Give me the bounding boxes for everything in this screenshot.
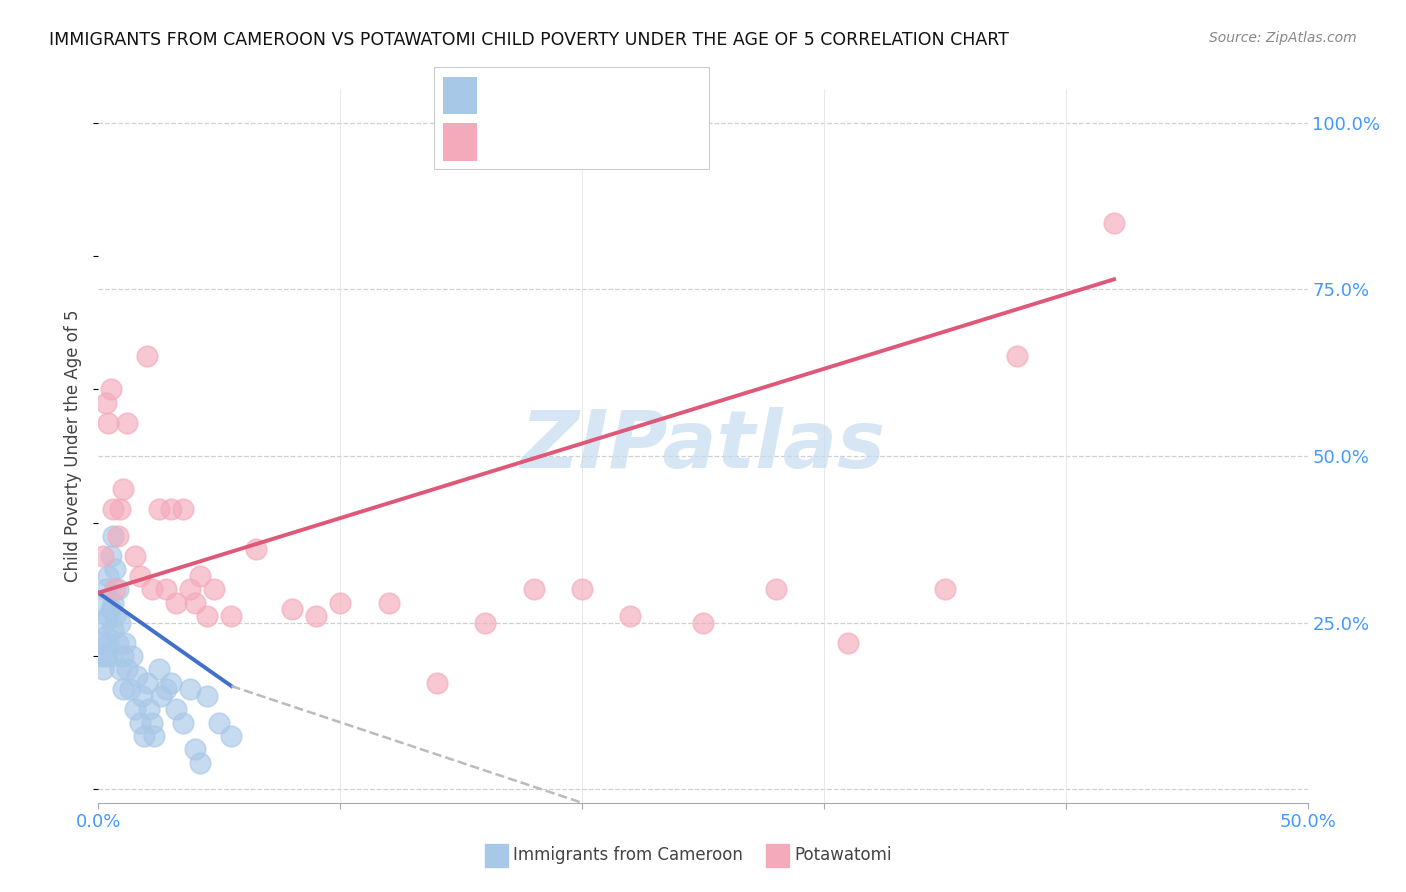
Point: [221, 609, 243, 624]
Point: [90, 636, 112, 650]
Point: [97, 569, 120, 583]
Point: [101, 596, 124, 610]
Point: [94, 649, 117, 664]
Point: [155, 682, 177, 697]
Point: [104, 562, 127, 576]
Point: [138, 702, 160, 716]
Point: [208, 715, 231, 730]
Point: [135, 675, 157, 690]
Point: [108, 615, 131, 630]
Point: [165, 702, 187, 716]
Point: [305, 609, 328, 624]
Point: [837, 636, 859, 650]
Point: [111, 483, 134, 497]
Point: [97, 636, 120, 650]
Point: [100, 649, 122, 664]
Point: [94, 395, 117, 409]
Point: [127, 669, 149, 683]
Point: [1102, 216, 1125, 230]
Point: [104, 582, 127, 597]
Point: [128, 569, 150, 583]
Point: [474, 615, 496, 630]
Point: [124, 702, 146, 716]
Point: [91, 596, 114, 610]
Point: [134, 729, 156, 743]
Point: [692, 615, 714, 630]
Point: [329, 596, 352, 610]
Point: [97, 416, 120, 430]
Point: [91, 662, 114, 676]
Text: ZIPatlas: ZIPatlas: [520, 407, 886, 485]
Point: [111, 649, 134, 664]
Point: [111, 682, 134, 697]
Point: [184, 596, 207, 610]
Point: [148, 662, 170, 676]
Point: [221, 729, 243, 743]
Point: [188, 569, 211, 583]
Point: [97, 609, 120, 624]
Point: [107, 582, 129, 597]
Point: [100, 549, 122, 563]
Point: [934, 582, 956, 597]
Point: [108, 662, 131, 676]
Point: [108, 502, 131, 516]
Point: [377, 596, 399, 610]
Point: [160, 502, 183, 516]
Point: [150, 689, 173, 703]
Point: [124, 549, 146, 563]
Point: [104, 609, 127, 624]
Point: [94, 629, 117, 643]
Point: [117, 662, 139, 676]
Point: [141, 715, 163, 730]
Point: [765, 582, 787, 597]
Point: [143, 729, 166, 743]
Point: [100, 382, 122, 396]
Text: Immigrants from Cameroon: Immigrants from Cameroon: [513, 847, 742, 864]
Point: [179, 682, 201, 697]
Point: [135, 349, 157, 363]
Point: [121, 649, 143, 664]
Point: [160, 675, 183, 690]
Text: Potawatomi: Potawatomi: [794, 847, 891, 864]
Point: [91, 549, 114, 563]
Point: [117, 416, 139, 430]
Point: [107, 636, 129, 650]
Text: IMMIGRANTS FROM CAMEROON VS POTAWATOMI CHILD POVERTY UNDER THE AGE OF 5 CORRELAT: IMMIGRANTS FROM CAMEROON VS POTAWATOMI C…: [49, 31, 1010, 49]
Point: [281, 602, 304, 616]
Point: [184, 742, 207, 756]
Point: [91, 615, 114, 630]
Point: [141, 582, 163, 597]
Point: [195, 689, 218, 703]
Point: [188, 756, 211, 770]
Point: [90, 649, 112, 664]
Point: [619, 609, 641, 624]
Y-axis label: Child Poverty Under the Age of 5: Child Poverty Under the Age of 5: [65, 310, 83, 582]
Text: R =  0.446   N =  41: R = 0.446 N = 41: [488, 133, 669, 151]
Text: Source: ZipAtlas.com: Source: ZipAtlas.com: [1209, 31, 1357, 45]
Point: [101, 623, 124, 637]
Point: [426, 675, 449, 690]
Point: [172, 502, 194, 516]
Point: [172, 715, 194, 730]
Point: [148, 502, 170, 516]
Point: [1007, 349, 1029, 363]
Point: [128, 715, 150, 730]
Point: [155, 582, 177, 597]
Point: [101, 529, 124, 543]
Point: [101, 502, 124, 516]
Point: [571, 582, 593, 597]
Point: [100, 602, 122, 616]
Point: [179, 582, 201, 597]
Point: [94, 582, 117, 597]
Point: [131, 689, 153, 703]
Point: [165, 596, 187, 610]
Point: [114, 636, 136, 650]
Point: [523, 582, 546, 597]
Point: [195, 609, 218, 624]
Point: [118, 682, 141, 697]
Point: [107, 529, 129, 543]
Point: [245, 542, 267, 557]
Text: R = -0.232   N = 50: R = -0.232 N = 50: [488, 87, 665, 104]
Point: [204, 582, 226, 597]
